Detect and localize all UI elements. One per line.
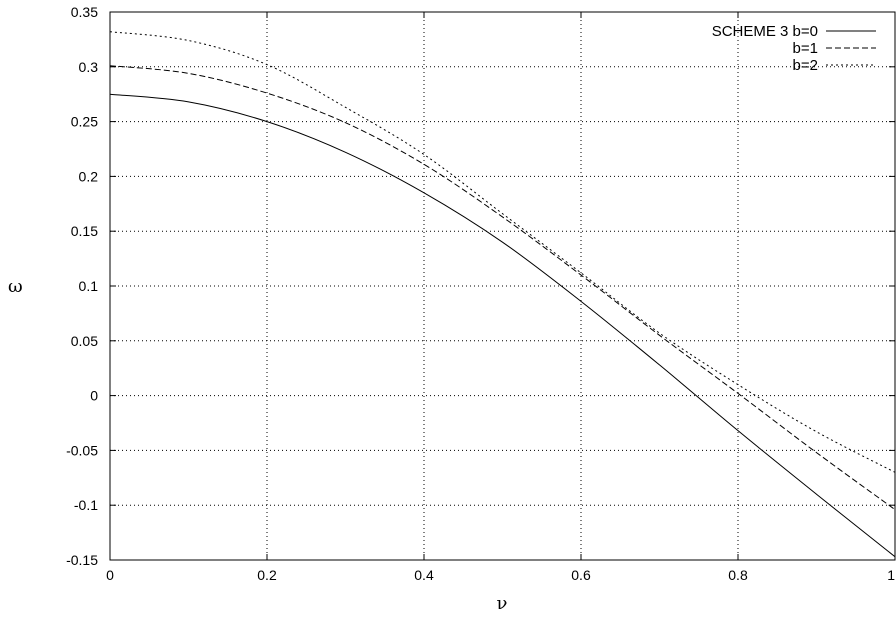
y-tick-label: 0: [90, 388, 98, 404]
y-tick-label: 0.05: [71, 333, 98, 349]
series-line-3: [109, 31, 896, 473]
legend: SCHEME 3 b=0b=1b=2: [712, 23, 876, 74]
y-tick-label: 0.35: [71, 4, 98, 20]
x-tick-labels: 0 0.2 0.4 0.6 0.8 1: [106, 567, 895, 583]
x-tick-label: 0: [106, 567, 114, 583]
y-tick-label: 0.25: [71, 114, 98, 130]
x-tick-label: 1: [887, 567, 895, 583]
y-tick-labels: 0.35 0.3 0.25 0.2 0.15 0.1 0.05 0 -0.05 -0.1 -0.15: [66, 4, 98, 568]
y-tick-label: 0.1: [79, 278, 99, 294]
series-lines: [109, 31, 896, 558]
plot-frame: [109, 11, 896, 561]
x-tick-label: 0.8: [728, 567, 748, 583]
y-tick-label: 0.2: [79, 168, 99, 184]
y-tick-label: -0.15: [66, 552, 98, 568]
y-axis-title: ω: [8, 276, 23, 297]
y-tick-label: 0.15: [71, 223, 98, 239]
y-tick-label: -0.05: [66, 442, 98, 458]
y-tick-label: -0.1: [74, 497, 98, 513]
series-line-1: [109, 93, 896, 558]
x-tick-label: 0.6: [571, 567, 591, 583]
x-axis-title: ν: [497, 593, 508, 614]
legend-label-2: b=1: [793, 40, 818, 57]
x-tick-label: 0.4: [414, 567, 434, 583]
legend-label-3: b=2: [793, 57, 818, 74]
x-tick-label: 0.2: [257, 567, 277, 583]
series-line-2: [109, 65, 896, 510]
legend-label-1: SCHEME 3 b=0: [712, 23, 818, 40]
grid-lines: [110, 12, 895, 560]
y-tick-label: 0.3: [79, 59, 99, 75]
